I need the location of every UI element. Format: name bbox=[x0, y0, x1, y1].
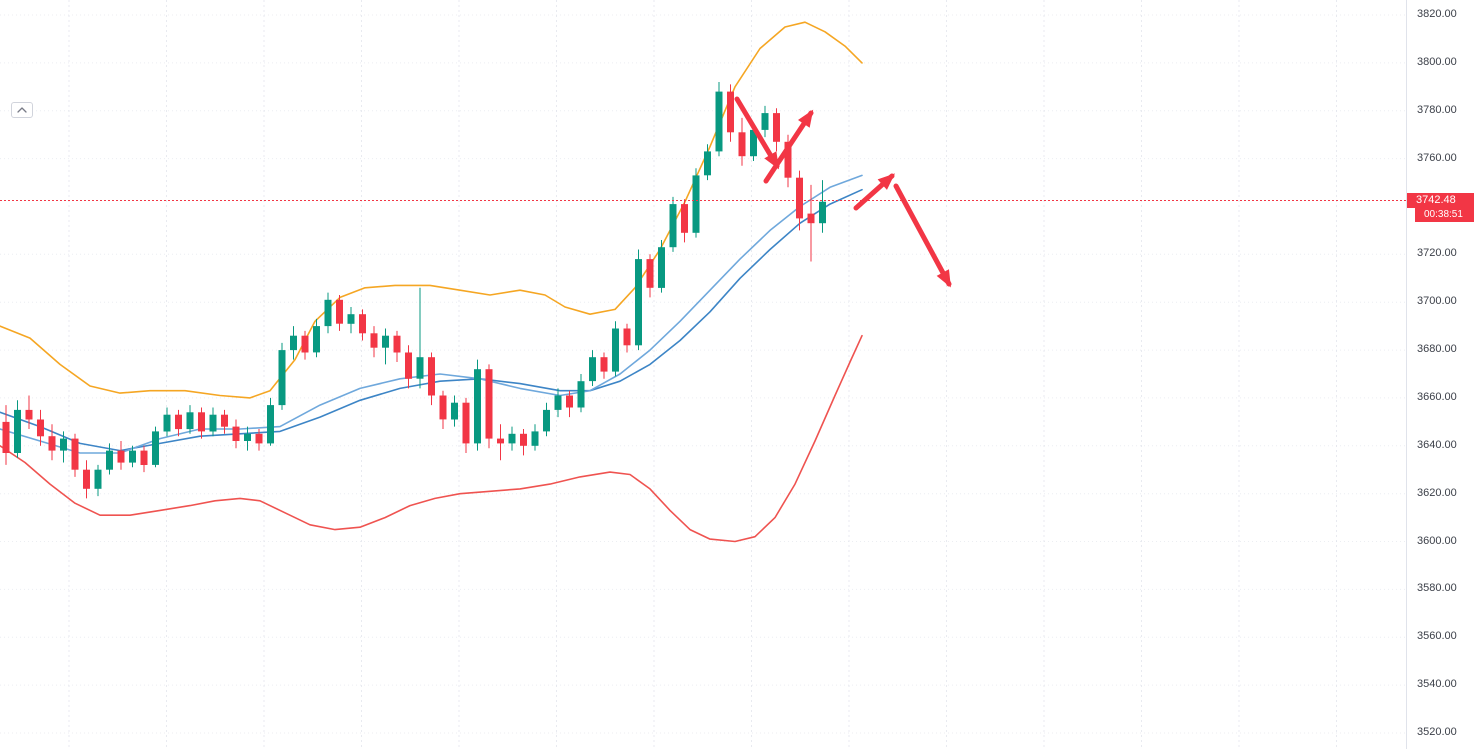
grid-layer bbox=[0, 0, 1406, 749]
price-tick-label: 3520.00 bbox=[1417, 726, 1457, 738]
trend-arrow[interactable] bbox=[853, 173, 895, 211]
candlestick-chart[interactable] bbox=[0, 0, 1406, 749]
trend-arrow[interactable] bbox=[763, 109, 814, 184]
price-tick-label: 3660.00 bbox=[1417, 390, 1457, 403]
current-price-badge: 3742.48 bbox=[1407, 192, 1474, 208]
price-tick-label: 3600.00 bbox=[1417, 534, 1457, 547]
collapse-toolbar-button[interactable] bbox=[11, 102, 33, 118]
chevron-up-icon bbox=[17, 107, 27, 113]
lower-band-line[interactable] bbox=[0, 334, 863, 543]
basis-fast-line[interactable] bbox=[0, 174, 863, 454]
chart-pane[interactable] bbox=[0, 0, 1406, 749]
upper-band-line[interactable] bbox=[0, 21, 863, 399]
trend-arrow[interactable] bbox=[734, 96, 780, 170]
price-tick-label: 3760.00 bbox=[1417, 151, 1457, 164]
trend-arrow[interactable] bbox=[893, 183, 952, 288]
price-tick-label: 3620.00 bbox=[1417, 486, 1457, 499]
price-tick-label: 3720.00 bbox=[1417, 247, 1457, 260]
price-tick-label: 3680.00 bbox=[1417, 343, 1457, 356]
price-tick-label: 3580.00 bbox=[1417, 582, 1457, 595]
price-tick-label: 3800.00 bbox=[1417, 55, 1457, 68]
price-tick-label: 3540.00 bbox=[1417, 678, 1457, 691]
current-price-value: 3742.48 bbox=[1416, 194, 1456, 206]
price-tick-label: 3560.00 bbox=[1417, 630, 1457, 643]
price-tick-label: 3780.00 bbox=[1417, 103, 1457, 116]
price-tick-label: 3700.00 bbox=[1417, 295, 1457, 308]
bar-countdown-badge: 00:38:51 bbox=[1415, 207, 1474, 222]
basis-slow-line[interactable] bbox=[0, 188, 863, 452]
price-tick-label: 3640.00 bbox=[1417, 438, 1457, 451]
price-tick-label: 3820.00 bbox=[1417, 8, 1457, 20]
price-axis[interactable]: 3742.48 00:38:51 3820.00 3800.00 3780.00 37… bbox=[1406, 0, 1474, 749]
candles-layer bbox=[2, 82, 826, 499]
drawing-arrows-layer[interactable] bbox=[734, 96, 952, 288]
bar-countdown-value: 00:38:51 bbox=[1424, 209, 1463, 220]
